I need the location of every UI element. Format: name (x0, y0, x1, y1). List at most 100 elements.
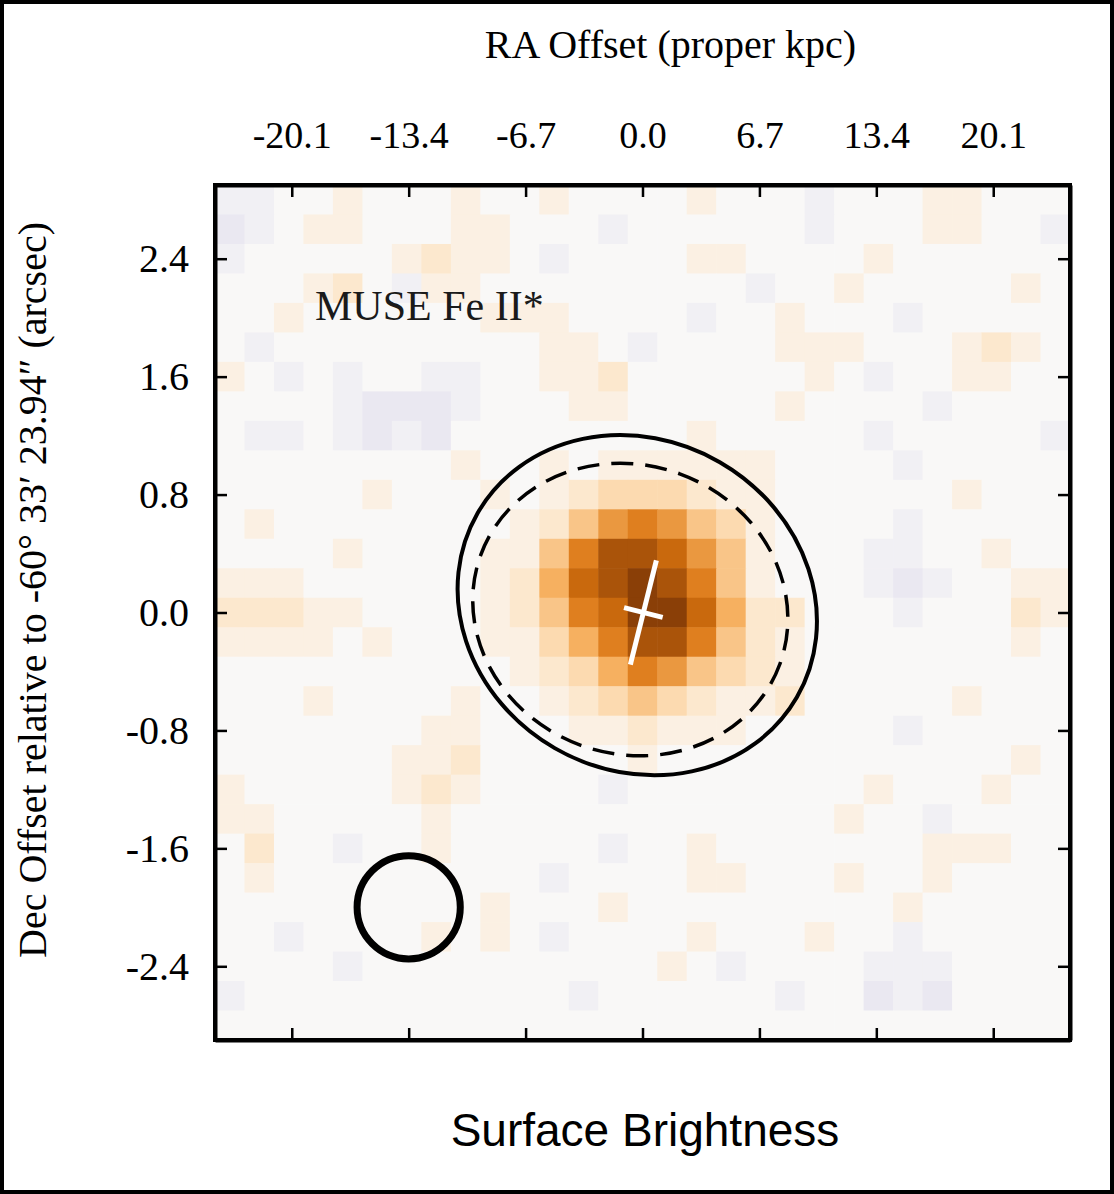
heatmap-cell (687, 686, 717, 716)
heatmap-cell (569, 214, 599, 244)
heatmap-cell (746, 775, 776, 805)
heatmap-cell (1011, 893, 1041, 923)
heatmap-cell (982, 539, 1012, 569)
heatmap-cell (746, 568, 776, 598)
heatmap-cell (716, 981, 746, 1011)
heatmap-cell (510, 627, 540, 657)
heatmap-cell (775, 185, 805, 215)
heatmap-cell (392, 509, 422, 539)
heatmap-cell (952, 657, 982, 687)
heatmap-cell (893, 303, 923, 333)
heatmap-cell (362, 185, 392, 215)
heatmap-cell (362, 716, 392, 746)
heatmap-cell (362, 539, 392, 569)
heatmap-cell (834, 627, 864, 657)
x-axis-title: RA Offset (proper kpc) (485, 22, 856, 67)
heatmap-cell (657, 1011, 687, 1040)
heatmap-cell (392, 922, 422, 952)
heatmap-cell (215, 539, 245, 569)
heatmap-cell (746, 598, 776, 628)
heatmap-cell (1041, 273, 1070, 303)
heatmap-cell (952, 716, 982, 746)
heatmap-cell (421, 893, 451, 923)
tick: -0.8 (126, 708, 227, 753)
heatmap-cell (864, 657, 894, 687)
heatmap-cell (1011, 804, 1041, 834)
heatmap-cell (1041, 893, 1070, 923)
heatmap-cell (893, 834, 923, 864)
heatmap-cell (244, 657, 274, 687)
heatmap-cell (569, 952, 599, 982)
heatmap-cell (657, 804, 687, 834)
heatmap-cell (480, 893, 510, 923)
heatmap-cell (1011, 303, 1041, 333)
heatmap-cell (569, 509, 599, 539)
heatmap-cell (244, 332, 274, 362)
heatmap-cell (244, 745, 274, 775)
heatmap-cell (687, 922, 717, 952)
heatmap-cell (274, 480, 304, 510)
heatmap-cell (687, 834, 717, 864)
heatmap-cell (923, 214, 953, 244)
heatmap-cell (687, 391, 717, 421)
heatmap-cell (480, 716, 510, 746)
heatmap-cell (274, 834, 304, 864)
heatmap-cell (539, 775, 569, 805)
heatmap-cell (480, 1011, 510, 1040)
heatmap-cell (657, 627, 687, 657)
heatmap-cell (628, 686, 658, 716)
heatmap-cell (1041, 391, 1070, 421)
heatmap-cell (746, 922, 776, 952)
heatmap-cell (1041, 214, 1070, 244)
heatmap-cell (923, 539, 953, 569)
heatmap-cell (923, 775, 953, 805)
heatmap-cell (569, 775, 599, 805)
heatmap-cell (687, 214, 717, 244)
heatmap-cell (805, 893, 835, 923)
heatmap-cell (864, 450, 894, 480)
heatmap-cell (893, 657, 923, 687)
heatmap-cell (1011, 863, 1041, 893)
heatmap-cell (893, 539, 923, 569)
heatmap-cell (657, 922, 687, 952)
heatmap-cell (923, 834, 953, 864)
heatmap-cell (716, 745, 746, 775)
heatmap-cell (569, 1011, 599, 1040)
heatmap-cell (303, 804, 333, 834)
heatmap-cell (510, 745, 540, 775)
heatmap-cell (333, 716, 363, 746)
heatmap-cell (628, 214, 658, 244)
heatmap-cell (569, 362, 599, 392)
tick-label: -13.4 (370, 114, 449, 156)
heatmap-cell (864, 981, 894, 1011)
heatmap-cell (421, 362, 451, 392)
heatmap-cell (1011, 1011, 1041, 1040)
heatmap-cell (362, 981, 392, 1011)
heatmap-cell (539, 244, 569, 274)
heatmap-cell (333, 509, 363, 539)
heatmap-cell (982, 362, 1012, 392)
heatmap-cell (1041, 657, 1070, 687)
heatmap-cell (510, 922, 540, 952)
heatmap-cell (244, 450, 274, 480)
heatmap-cell (569, 598, 599, 628)
heatmap-cell (952, 450, 982, 480)
plot-area (215, 185, 1070, 1040)
heatmap-cell (628, 1011, 658, 1040)
heatmap-cell (687, 775, 717, 805)
heatmap-cell (1011, 598, 1041, 628)
heatmap-cell (687, 568, 717, 598)
heatmap-cell (834, 244, 864, 274)
tick-label: 2.4 (139, 236, 189, 281)
heatmap-cell (628, 391, 658, 421)
heatmap-cell (539, 627, 569, 657)
heatmap-cell (598, 539, 628, 569)
heatmap-cell (687, 893, 717, 923)
heatmap-cell (746, 863, 776, 893)
heatmap-cell (569, 539, 599, 569)
heatmap-cell (569, 804, 599, 834)
heatmap-cell (982, 421, 1012, 451)
heatmap-cell (893, 185, 923, 215)
heatmap-cell (982, 509, 1012, 539)
heatmap-cell (657, 745, 687, 775)
